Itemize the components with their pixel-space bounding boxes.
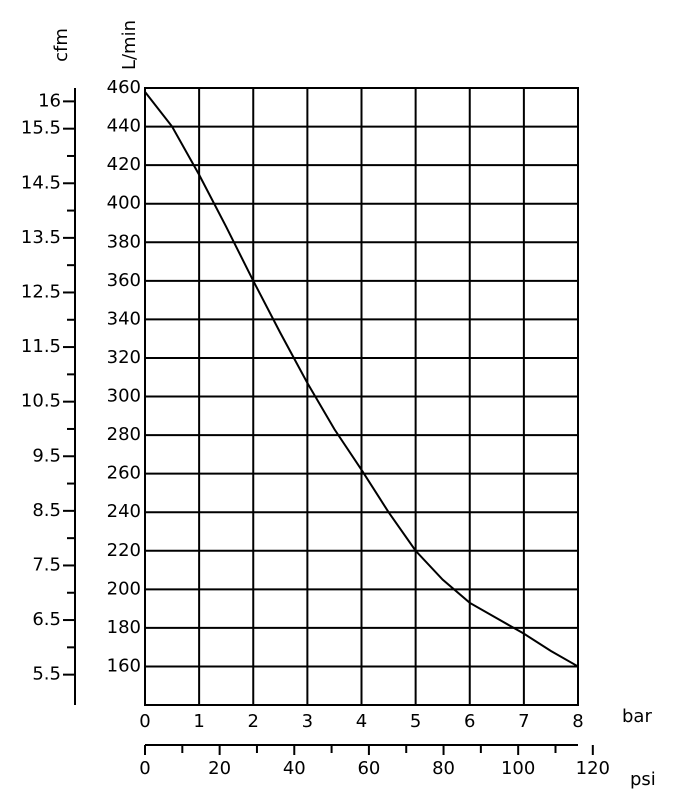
y2-tick-label: 10.5: [21, 391, 61, 412]
y2-tick-label: 9.5: [32, 445, 61, 466]
x2-tick-label: 40: [283, 758, 306, 779]
x2-tick-label: 60: [357, 758, 380, 779]
y2-tick-label: 6.5: [32, 609, 61, 630]
y2-tick-label: 8.5: [32, 500, 61, 521]
x-tick-label: 3: [302, 711, 313, 732]
x-tick-label: 8: [572, 711, 583, 732]
x-tick-label: 2: [248, 711, 259, 732]
y2-axis-label: cfm: [51, 28, 72, 62]
y-tick-label: 400: [107, 193, 141, 214]
y2-tick-label: 14.5: [21, 172, 61, 193]
x2-tick-label: 120: [576, 758, 610, 779]
x2-tick-label: 100: [501, 758, 535, 779]
y-tick-label: 240: [107, 501, 141, 522]
x-tick-label: 4: [356, 711, 367, 732]
y2-tick-label: 13.5: [21, 227, 61, 248]
y-tick-label: 360: [107, 270, 141, 291]
y-tick-label: 260: [107, 463, 141, 484]
data-line: [144, 91, 579, 668]
y-tick-label: 420: [107, 154, 141, 175]
y2-tick-label: 16: [38, 90, 61, 111]
y-tick-label: 280: [107, 424, 141, 445]
y2-tick-label: 7.5: [32, 554, 61, 575]
x-tick-label: 7: [518, 711, 529, 732]
x-tick-label: 6: [464, 711, 475, 732]
y-tick-label: 320: [107, 347, 141, 368]
x-tick-label: 5: [410, 711, 421, 732]
x2-axis-label: psi: [630, 769, 656, 790]
y2-tick-label: 15.5: [21, 118, 61, 139]
y-tick-label: 460: [107, 77, 141, 98]
x2-tick-label: 20: [208, 758, 231, 779]
y2-tick-label: 5.5: [32, 664, 61, 685]
y-tick-label: 160: [107, 655, 141, 676]
y-tick-label: 300: [107, 386, 141, 407]
y-tick-label: 180: [107, 617, 141, 638]
y-tick-label: 440: [107, 116, 141, 137]
y-tick-label: 220: [107, 540, 141, 561]
y-tick-label: 340: [107, 308, 141, 329]
x-axis-label: bar: [622, 706, 652, 727]
x-tick-label: 1: [193, 711, 204, 732]
y2-tick-label: 11.5: [21, 336, 61, 357]
y-tick-label: 200: [107, 578, 141, 599]
x-tick-label: 0: [139, 711, 150, 732]
x2-tick-label: 80: [432, 758, 455, 779]
x2-tick-label: 0: [139, 758, 150, 779]
y2-tick-label: 12.5: [21, 281, 61, 302]
y-axis-label: L/min: [119, 20, 140, 70]
y-tick-label: 380: [107, 231, 141, 252]
